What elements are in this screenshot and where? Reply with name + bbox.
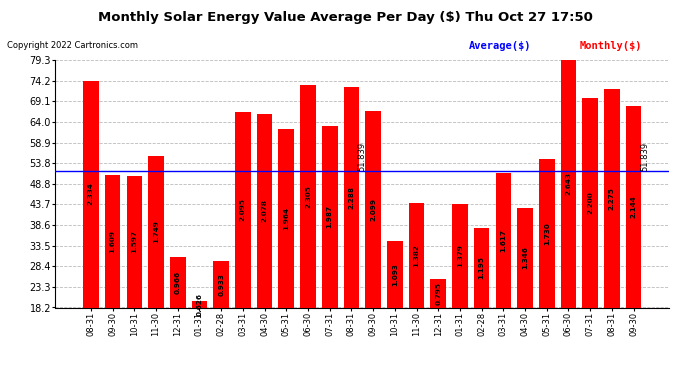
Bar: [582, 99, 598, 308]
Text: Average($): Average($): [469, 41, 532, 51]
Text: 51.839: 51.839: [640, 142, 649, 171]
Text: 1.987: 1.987: [326, 205, 333, 228]
Bar: [474, 228, 489, 308]
Text: 2.099: 2.099: [370, 198, 376, 221]
Text: 2.305: 2.305: [305, 185, 311, 208]
Bar: [604, 89, 620, 308]
Bar: [626, 106, 642, 308]
Text: 51.839: 51.839: [357, 142, 367, 171]
Text: 1.597: 1.597: [131, 230, 137, 254]
Text: 2.275: 2.275: [609, 187, 615, 210]
Text: 1.964: 1.964: [284, 207, 289, 230]
Bar: [365, 111, 381, 308]
Bar: [170, 257, 186, 307]
Bar: [495, 173, 511, 308]
Bar: [192, 301, 207, 307]
Bar: [408, 203, 424, 308]
Bar: [344, 87, 359, 308]
Text: 1.617: 1.617: [500, 229, 506, 252]
Text: 2.288: 2.288: [348, 186, 355, 209]
Text: 1.346: 1.346: [522, 246, 528, 269]
Text: Copyright 2022 Cartronics.com: Copyright 2022 Cartronics.com: [7, 41, 138, 50]
Text: Monthly Solar Energy Value Average Per Day ($) Thu Oct 27 17:50: Monthly Solar Energy Value Average Per D…: [97, 11, 593, 24]
Bar: [148, 156, 164, 308]
Bar: [322, 126, 337, 308]
Bar: [126, 176, 142, 308]
Text: 2.200: 2.200: [587, 192, 593, 214]
Text: 1.730: 1.730: [544, 222, 550, 245]
Text: 2.095: 2.095: [240, 198, 246, 221]
Bar: [105, 175, 121, 308]
Text: 0.626: 0.626: [197, 293, 202, 316]
Text: 2.144: 2.144: [631, 195, 637, 218]
Bar: [213, 261, 229, 308]
Text: 1.093: 1.093: [392, 262, 398, 285]
Bar: [452, 204, 468, 308]
Bar: [539, 159, 555, 308]
Text: 1.195: 1.195: [479, 256, 484, 279]
Bar: [387, 241, 403, 308]
Bar: [561, 42, 576, 308]
Bar: [300, 85, 316, 308]
Bar: [83, 81, 99, 308]
Text: 1.749: 1.749: [153, 220, 159, 243]
Text: 1.379: 1.379: [457, 244, 463, 267]
Bar: [235, 112, 250, 308]
Bar: [431, 279, 446, 308]
Bar: [518, 208, 533, 308]
Text: 0.933: 0.933: [218, 273, 224, 296]
Bar: [279, 129, 294, 308]
Text: 2.078: 2.078: [262, 200, 268, 222]
Text: Monthly($): Monthly($): [580, 41, 642, 51]
Text: 2.643: 2.643: [565, 172, 571, 195]
Text: 1.609: 1.609: [110, 230, 116, 253]
Text: 2.334: 2.334: [88, 183, 94, 206]
Bar: [257, 114, 273, 308]
Text: 0.795: 0.795: [435, 282, 441, 305]
Text: 1.382: 1.382: [413, 244, 420, 267]
Text: 0.966: 0.966: [175, 271, 181, 294]
